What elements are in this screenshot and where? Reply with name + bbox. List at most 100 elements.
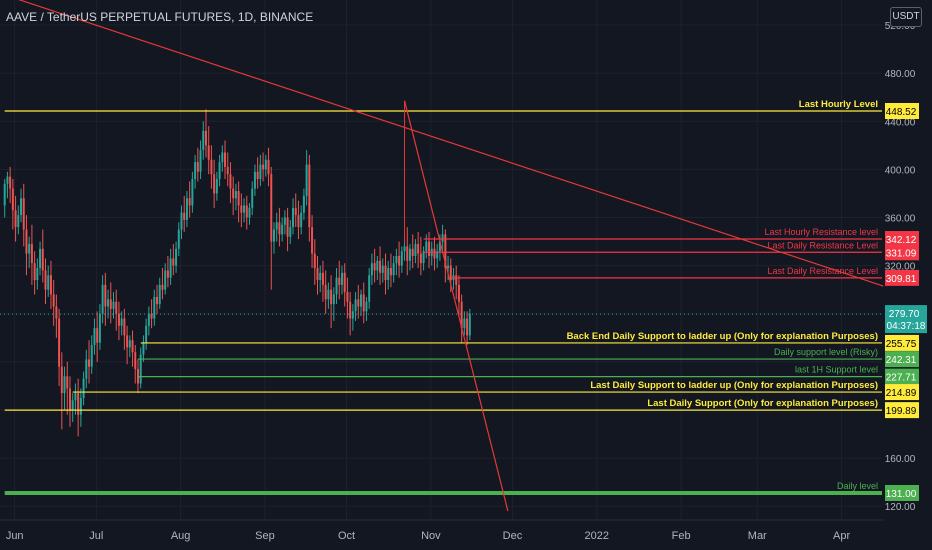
- candle-body: [422, 251, 425, 264]
- candle-body: [164, 270, 167, 290]
- candle: [134, 345, 137, 384]
- candle: [321, 260, 324, 302]
- candle-body: [335, 277, 338, 295]
- candle: [340, 265, 343, 295]
- candle-body: [387, 268, 390, 281]
- candle-body: [327, 289, 330, 300]
- candle: [354, 292, 357, 321]
- time-tick-label: Mar: [748, 530, 767, 542]
- candle: [49, 260, 52, 309]
- candle-body: [354, 299, 357, 312]
- candle-body: [411, 248, 414, 256]
- candle: [196, 147, 199, 182]
- candle-body: [142, 342, 145, 355]
- candle-body: [90, 345, 93, 367]
- time-tick-label: Sep: [255, 530, 275, 542]
- price-tick-label: 160.00: [885, 454, 916, 465]
- candle: [194, 154, 197, 189]
- candle: [330, 275, 333, 329]
- candle-body: [384, 265, 387, 281]
- candle-body: [224, 152, 227, 167]
- candle: [47, 265, 50, 297]
- candle-body: [134, 352, 137, 370]
- candle-body: [17, 215, 20, 228]
- candle: [297, 200, 300, 240]
- level-price-tag-text: 242.31: [886, 355, 917, 366]
- candle: [455, 265, 458, 300]
- candle: [463, 311, 466, 336]
- currency-button[interactable]: USDT: [890, 7, 922, 27]
- candle-body: [22, 198, 25, 230]
- candle: [25, 215, 28, 276]
- candle-body: [101, 284, 104, 314]
- candle: [213, 159, 216, 208]
- candle: [319, 265, 322, 293]
- level-label: Last Hourly Level: [799, 99, 878, 110]
- candle-body: [98, 313, 101, 343]
- candle: [131, 330, 134, 367]
- level-price-tag-text: 131.00: [886, 489, 917, 500]
- level-label: Back End Daily Support to ladder up (Onl…: [567, 331, 878, 342]
- candle-body: [20, 198, 23, 216]
- level-price-tag-text: 227.71: [886, 373, 917, 384]
- candle-body: [120, 318, 123, 326]
- trendline[interactable]: [403, 100, 509, 512]
- candle: [104, 272, 107, 326]
- candle: [332, 287, 335, 321]
- candle-body: [272, 229, 275, 242]
- candle: [422, 246, 425, 271]
- candle: [433, 236, 436, 271]
- candle: [316, 255, 319, 295]
- candle: [112, 292, 115, 319]
- candle: [245, 195, 248, 230]
- candle-body: [79, 397, 82, 415]
- time-tick-label: 2022: [585, 530, 609, 542]
- trendline[interactable]: [5, 0, 884, 287]
- level-price-tag: 342.12: [885, 231, 919, 248]
- price-tick-label: 120.00: [885, 502, 916, 513]
- price-axis[interactable]: 120.00160.00200.00240.00280.00320.00360.…: [884, 0, 932, 550]
- candle: [88, 340, 91, 384]
- candle: [28, 236, 31, 269]
- level-price-tag: 214.89: [885, 384, 919, 401]
- candle: [270, 166, 273, 290]
- candle-body: [11, 188, 14, 211]
- time-axis[interactable]: Jun Jul Aug Sep Oct Nov Dec 2022 Feb Mar Apr: [0, 519, 884, 550]
- level-price-tag: 199.89: [885, 402, 919, 419]
- candle: [71, 393, 74, 423]
- candle-body: [88, 359, 91, 367]
- candle-body: [199, 150, 202, 172]
- level-price-tag-text: 309.81: [886, 274, 917, 285]
- candle-body: [36, 268, 39, 281]
- candle: [22, 183, 25, 247]
- candle: [400, 246, 403, 273]
- candle: [17, 205, 20, 235]
- candle: [286, 207, 289, 252]
- candle: [262, 152, 265, 182]
- candle: [120, 311, 123, 336]
- candle-body: [351, 311, 354, 319]
- candle-body: [408, 248, 411, 261]
- candle-body: [172, 258, 175, 266]
- candle: [243, 198, 246, 223]
- candle: [283, 210, 286, 235]
- candle-body: [281, 224, 284, 235]
- candle-body: [49, 275, 52, 295]
- candle: [20, 188, 23, 223]
- candle-body: [204, 130, 207, 146]
- candle-body: [468, 314, 471, 336]
- candle-body: [112, 301, 115, 309]
- price-tick-label: 400.00: [885, 165, 916, 176]
- candle-body: [63, 376, 66, 394]
- candle: [327, 282, 330, 309]
- candle: [166, 255, 169, 288]
- candle: [139, 347, 142, 389]
- level-price-tag-text: 448.52: [886, 107, 917, 118]
- level-price-tag-bg: [885, 244, 919, 261]
- candle-body: [251, 188, 254, 208]
- candle: [150, 299, 153, 329]
- level-price-tag-bg: [885, 368, 919, 385]
- candle-body: [107, 299, 110, 307]
